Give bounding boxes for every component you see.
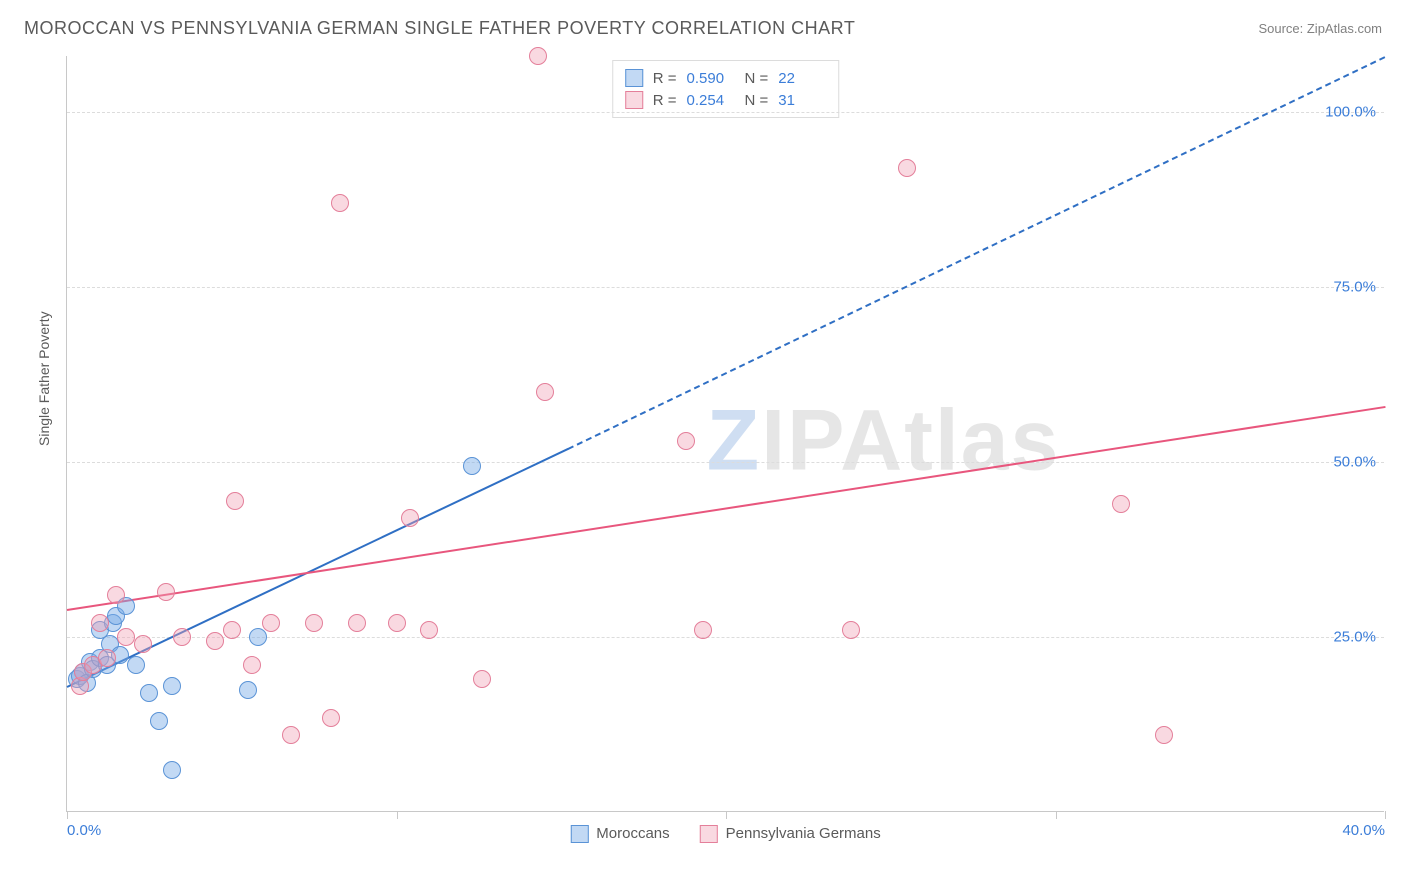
grid-line bbox=[67, 287, 1384, 288]
data-point bbox=[536, 383, 554, 401]
y-tick-label: 75.0% bbox=[1333, 279, 1376, 296]
legend-r-label: R = bbox=[653, 92, 677, 109]
data-point bbox=[134, 635, 152, 653]
x-tick-label: 0.0% bbox=[67, 822, 101, 839]
legend-r-value: 0.590 bbox=[687, 70, 735, 87]
data-point bbox=[243, 656, 261, 674]
data-point bbox=[157, 583, 175, 601]
data-point bbox=[98, 649, 116, 667]
x-tick-label: 40.0% bbox=[1342, 822, 1385, 839]
data-point bbox=[107, 586, 125, 604]
data-point bbox=[173, 628, 191, 646]
data-point bbox=[473, 670, 491, 688]
data-point bbox=[249, 628, 267, 646]
data-point bbox=[305, 614, 323, 632]
data-point bbox=[226, 492, 244, 510]
x-tick bbox=[397, 811, 398, 819]
data-point bbox=[91, 614, 109, 632]
chart-container: Single Father Poverty ZIPAtlas R =0.590N… bbox=[44, 56, 1384, 836]
data-point bbox=[322, 709, 340, 727]
data-point bbox=[463, 457, 481, 475]
y-tick-label: 50.0% bbox=[1333, 454, 1376, 471]
data-point bbox=[163, 761, 181, 779]
data-point bbox=[262, 614, 280, 632]
x-tick bbox=[726, 811, 727, 819]
source-label: Source: ZipAtlas.com bbox=[1258, 21, 1382, 36]
y-tick-label: 25.0% bbox=[1333, 629, 1376, 646]
legend-series: Moroccans Pennsylvania Germans bbox=[570, 825, 880, 843]
legend-swatch bbox=[625, 69, 643, 87]
plot-area: ZIPAtlas R =0.590N =22R =0.254N =31 Moro… bbox=[66, 56, 1384, 812]
data-point bbox=[140, 684, 158, 702]
data-point bbox=[223, 621, 241, 639]
legend-correlation: R = 0.590 N = 22 R = 0.254 N = 31 bbox=[612, 60, 840, 118]
data-point bbox=[163, 677, 181, 695]
data-point bbox=[529, 47, 547, 65]
data-point bbox=[1112, 495, 1130, 513]
data-point bbox=[206, 632, 224, 650]
data-point bbox=[1155, 726, 1173, 744]
legend-n-label: N = bbox=[745, 92, 769, 109]
data-point bbox=[694, 621, 712, 639]
legend-swatch bbox=[700, 825, 718, 843]
data-point bbox=[677, 432, 695, 450]
legend-r-value: 0.254 bbox=[687, 92, 735, 109]
legend-series-label: Pennsylvania Germans bbox=[726, 825, 881, 842]
data-point bbox=[282, 726, 300, 744]
legend-swatch bbox=[570, 825, 588, 843]
x-tick bbox=[1385, 811, 1386, 819]
chart-title: MOROCCAN VS PENNSYLVANIA GERMAN SINGLE F… bbox=[24, 18, 855, 39]
y-tick-label: 100.0% bbox=[1325, 104, 1376, 121]
data-point bbox=[898, 159, 916, 177]
legend-n-value: 31 bbox=[778, 92, 826, 109]
legend-swatch bbox=[625, 91, 643, 109]
data-point bbox=[239, 681, 257, 699]
data-point bbox=[420, 621, 438, 639]
data-point bbox=[401, 509, 419, 527]
legend-series-label: Moroccans bbox=[596, 825, 669, 842]
y-axis-label: Single Father Poverty bbox=[36, 311, 52, 446]
legend-n-value: 22 bbox=[778, 70, 826, 87]
legend-n-label: N = bbox=[745, 70, 769, 87]
data-point bbox=[117, 628, 135, 646]
grid-line bbox=[67, 112, 1384, 113]
x-tick bbox=[67, 811, 68, 819]
legend-series-item: Pennsylvania Germans bbox=[700, 825, 881, 843]
data-point bbox=[388, 614, 406, 632]
regression-line bbox=[67, 406, 1385, 611]
x-tick bbox=[1056, 811, 1057, 819]
data-point bbox=[348, 614, 366, 632]
legend-correlation-row: R = 0.254 N = 31 bbox=[625, 89, 827, 111]
grid-line bbox=[67, 462, 1384, 463]
legend-series-item: Moroccans bbox=[570, 825, 669, 843]
watermark: ZIPAtlas bbox=[707, 392, 1061, 491]
data-point bbox=[127, 656, 145, 674]
legend-r-label: R = bbox=[653, 70, 677, 87]
data-point bbox=[842, 621, 860, 639]
legend-correlation-row: R = 0.590 N = 22 bbox=[625, 67, 827, 89]
data-point bbox=[150, 712, 168, 730]
data-point bbox=[331, 194, 349, 212]
